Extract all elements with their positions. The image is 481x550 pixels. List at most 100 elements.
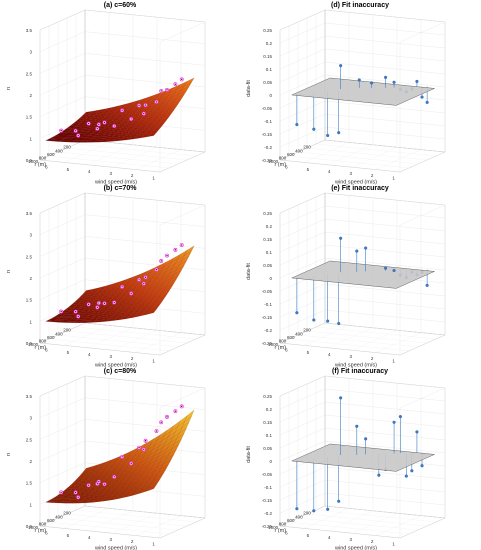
panel-c-data-point-center [74,491,77,494]
panel-a-surface-patch [146,132,157,137]
panel-f-stem-marker [398,415,402,419]
panel-c-rtick-label: 400 [55,514,63,519]
panel-d-stem-marker [392,80,396,84]
panel-d-ztick-label: 0.25 [263,28,272,33]
panel-f-zgrid [279,505,446,527]
panel-b-data-point-center [74,310,77,313]
panel-d-rtick-label: 1000 [268,159,279,164]
panel-c-zgrid [39,397,206,418]
panel-c-rtick-label: 800 [39,522,47,527]
panel-f-floor-grid [306,513,428,527]
panel-f-ztick-label: 0.1 [266,433,273,438]
panel-e-rtick-label: 600 [287,335,295,340]
panel-e-zgrid [279,283,446,305]
panel-a-data-point-center [174,83,177,85]
panel-c-floor-grid [66,513,188,527]
panel-b-data-point-center [181,244,183,246]
panel-f-floor-grid [327,510,374,531]
panel-c-ztick-label: 0.5 [26,524,33,529]
panel-b-floor-grid [87,327,134,348]
panel-f-zgrid [279,414,446,436]
panel-a-data-point-center [98,123,100,126]
panel-d-wtick-label: 1 [392,175,395,180]
panel-c-surface-patch [146,484,157,492]
panel-c-ztick-label: 3 [29,416,32,421]
panel-f-rtick-label: 800 [279,522,287,527]
panel-c-floor-grid [135,515,182,536]
panel-a-wtick-label: 2 [131,173,134,178]
panel-d-ztick-label: -0.1 [264,119,272,124]
panel-e-plot: -0.25 -0.2 -0.15 -0.1 -0.05 0 0.05 0.1 0.15 0.2 0.… [246,192,446,369]
panel-b-rtick-label: 200 [63,328,71,333]
panel-c-zlabel: n [6,453,12,456]
panel-c: (c) c=80% 0.5 1 1.5 2 2.5 3 3.5 n 1000 800 600 400 2… [0,366,240,550]
panel-e-stem-marker [295,311,299,315]
panel-c-data-point-center [143,448,145,451]
panel-f-wtick-label: 5 [307,533,310,538]
panel-e-rtick-label: 800 [279,339,287,344]
panel-e-zgrid [279,322,446,344]
panel-a-data-point-center [138,104,140,107]
panel-e-stem-marker [312,318,316,322]
panel-f-axes-box [279,375,446,539]
panel-b-floor-grid [48,338,170,352]
panel-e-floor-grid [327,327,374,348]
panel-d-stem-marker [370,81,374,85]
panel-b: (b) c=70% 0.5 1 1.5 2 2.5 3 3.5 n 1000 800 600 400 2… [0,183,240,369]
panel-d-rtick-label: 600 [287,152,295,157]
panel-e-zgrid [279,192,446,214]
panel-b-ztick-label: 0.5 [26,341,33,346]
panel-f-ztick-label: -0.1 [264,485,272,490]
panel-a-wtick-label: 3 [109,171,112,176]
panel-c-data-point-center [98,480,100,483]
panel-e-wtick-label: 2 [371,356,374,361]
panel-a-data-point-center [77,134,79,137]
panel-b-data-point-center [96,306,98,309]
panel-a-ztick-label: 0.5 [26,158,33,163]
panel-d-wlabel: wind speed (m/s) [334,180,377,186]
panel-d-stem-marker [339,64,343,68]
panel-c-data-point-center [103,483,106,485]
panel-d-title: (d) Fit inaccuracy [331,2,389,9]
panel-e-floor-grid [315,326,437,340]
panel-a-data-point-center [87,122,90,125]
panel-d-right-edge [399,21,446,172]
panel-e-floor-grid [351,330,398,351]
panel-b-data-point-center [138,279,140,281]
panel-a-floor-grid [66,147,188,161]
panel-c-floor-grid [111,513,158,534]
panel-f-wtick-label: 2 [371,539,374,544]
panel-d-zero-plane [291,77,436,106]
panel-a-wtick-label: 6 [45,165,48,170]
panel-e-floor-grid [288,338,410,352]
panel-d-ztick-label: 0.15 [263,54,272,59]
panel-e-ztick-label: 0.1 [266,250,273,255]
panel-d-stem-marker [312,127,316,131]
panel-d-wtick-label: 4 [328,169,331,174]
panel-e-ztick-label: -0.2 [264,328,272,333]
panel-c-data-point-center [96,483,98,485]
panel-a-data-point-center [143,112,145,115]
panel-d-ztick-label: 0 [269,93,272,98]
panel-f-stem-marker [415,430,419,434]
panel-e-rtick-label: 1000 [268,342,279,347]
panel-e-ztick-label: -0.25 [262,341,273,346]
panel-f-stem-marker [326,507,330,511]
panel-e-floor-grid [375,332,422,353]
panel-e-floor-grid [303,325,350,346]
panel-f-ztick-label: -0.05 [262,472,273,477]
panel-f-stem-marker [377,473,381,477]
panel-d-zgrid [279,22,446,44]
panel-b-data-point-center [160,260,162,262]
panel-d-wtick-label: 3 [349,171,352,176]
panel-c-floor-grid [75,509,197,523]
panel-c-data-point-center [77,496,79,498]
panel-d-rlabel: r (m) [274,162,286,168]
panel-a-ztick-label: 1 [29,136,32,141]
panel-b-zgrid [39,192,206,214]
panel-a-data-point-center [96,128,98,130]
panel-b-data-point-center [166,254,168,257]
panel-a-right-edge [159,21,206,172]
panel-a-floor-grid [111,147,158,168]
